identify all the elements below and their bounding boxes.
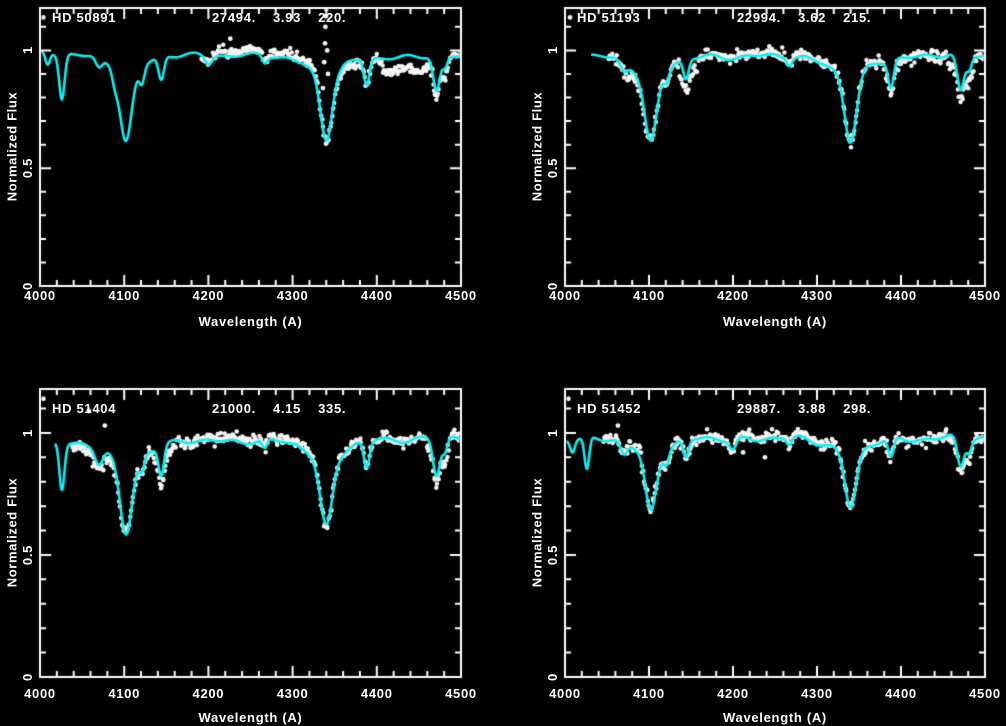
teff-value: 22994. (737, 10, 781, 25)
panel-hd-50891: HD 50891 27494. 3.93 220. Normalized Flu… (0, 0, 503, 345)
y-tick-label: 0.5 (545, 544, 560, 566)
x-tick-label: 4300 (276, 288, 309, 303)
y-tick-label: 0.5 (545, 158, 560, 179)
fit-parameters: 21000. 4.15 335. (212, 401, 346, 416)
panel-hd-51404: HD 51404 21000. 4.15 335. Normalized Flu… (0, 381, 503, 726)
fit-parameters: 27494. 3.93 220. (212, 10, 346, 25)
y-tick-label: 0 (545, 673, 560, 681)
x-tick-label: 4100 (108, 686, 141, 701)
x-tick-label: 4100 (633, 686, 665, 701)
x-tick-label: 4100 (633, 288, 665, 303)
y-tick-label: 1 (545, 46, 560, 55)
vsini-value: 298. (843, 401, 872, 416)
x-tick-label: 4000 (549, 686, 581, 701)
x-tick-label: 4500 (969, 686, 1001, 701)
y-tick-label: 1 (20, 46, 35, 55)
vsini-value: 215. (843, 10, 872, 25)
y-tick-label: 1 (20, 428, 35, 437)
vsini-value: 220. (318, 10, 347, 25)
star-name: HD 51452 (577, 401, 642, 416)
vsini-value: 335. (318, 401, 347, 416)
x-tick-label: 4200 (192, 288, 225, 303)
star-name: HD 51404 (52, 401, 117, 416)
teff-value: 27494. (212, 10, 256, 25)
x-tick-label: 4500 (445, 686, 477, 701)
x-tick-label: 4400 (885, 686, 917, 701)
x-tick-label: 4500 (969, 288, 1001, 303)
x-tick-label: 4300 (801, 686, 833, 701)
y-axis-label: Normalized Flux (4, 477, 20, 588)
y-tick-label: 0.5 (20, 544, 35, 566)
star-name: HD 50891 (52, 10, 117, 25)
x-tick-label: 4400 (885, 288, 917, 303)
x-tick-label: 4200 (717, 288, 749, 303)
fit-parameters: 22994. 3.62 215. (737, 10, 871, 25)
x-tick-label: 4000 (24, 686, 56, 701)
y-axis-label: Normalized Flux (529, 91, 545, 202)
teff-value: 21000. (212, 401, 256, 416)
logg-value: 4.15 (272, 401, 302, 416)
fit-parameters: 29887. 3.88 298. (737, 401, 871, 416)
x-tick-label: 4500 (445, 288, 477, 303)
x-tick-label: 4400 (360, 686, 393, 701)
x-tick-label: 4200 (192, 686, 225, 701)
logg-value: 3.93 (272, 10, 302, 25)
x-tick-label: 4300 (276, 686, 309, 701)
panel-hd-51452: HD 51452 29887. 3.88 298. Normalized Flu… (503, 381, 1006, 726)
y-axis-label: Normalized Flux (529, 477, 545, 588)
logg-value: 3.62 (797, 10, 827, 25)
star-name: HD 51193 (577, 10, 641, 25)
y-axis-label: Normalized Flux (4, 91, 20, 202)
y-tick-label: 0 (545, 282, 560, 290)
x-tick-label: 4100 (108, 288, 141, 303)
x-tick-label: 4000 (24, 288, 56, 303)
y-tick-label: 1 (545, 428, 560, 437)
panel-hd-51193: HD 51193 22994. 3.62 215. Normalized Flu… (503, 0, 1006, 345)
y-tick-label: 0 (20, 673, 35, 681)
x-tick-label: 4200 (717, 686, 749, 701)
x-axis-label: Wavelength (A) (198, 710, 303, 725)
teff-value: 29887. (737, 401, 781, 416)
x-tick-label: 4300 (801, 288, 833, 303)
logg-value: 3.88 (797, 401, 827, 416)
x-axis-label: Wavelength (A) (723, 710, 827, 725)
y-tick-label: 0.5 (20, 158, 35, 179)
x-tick-label: 4400 (360, 288, 393, 303)
x-tick-label: 4000 (549, 288, 581, 303)
x-axis-label: Wavelength (A) (723, 314, 827, 329)
y-tick-label: 0 (20, 282, 35, 290)
x-axis-label: Wavelength (A) (198, 314, 303, 329)
